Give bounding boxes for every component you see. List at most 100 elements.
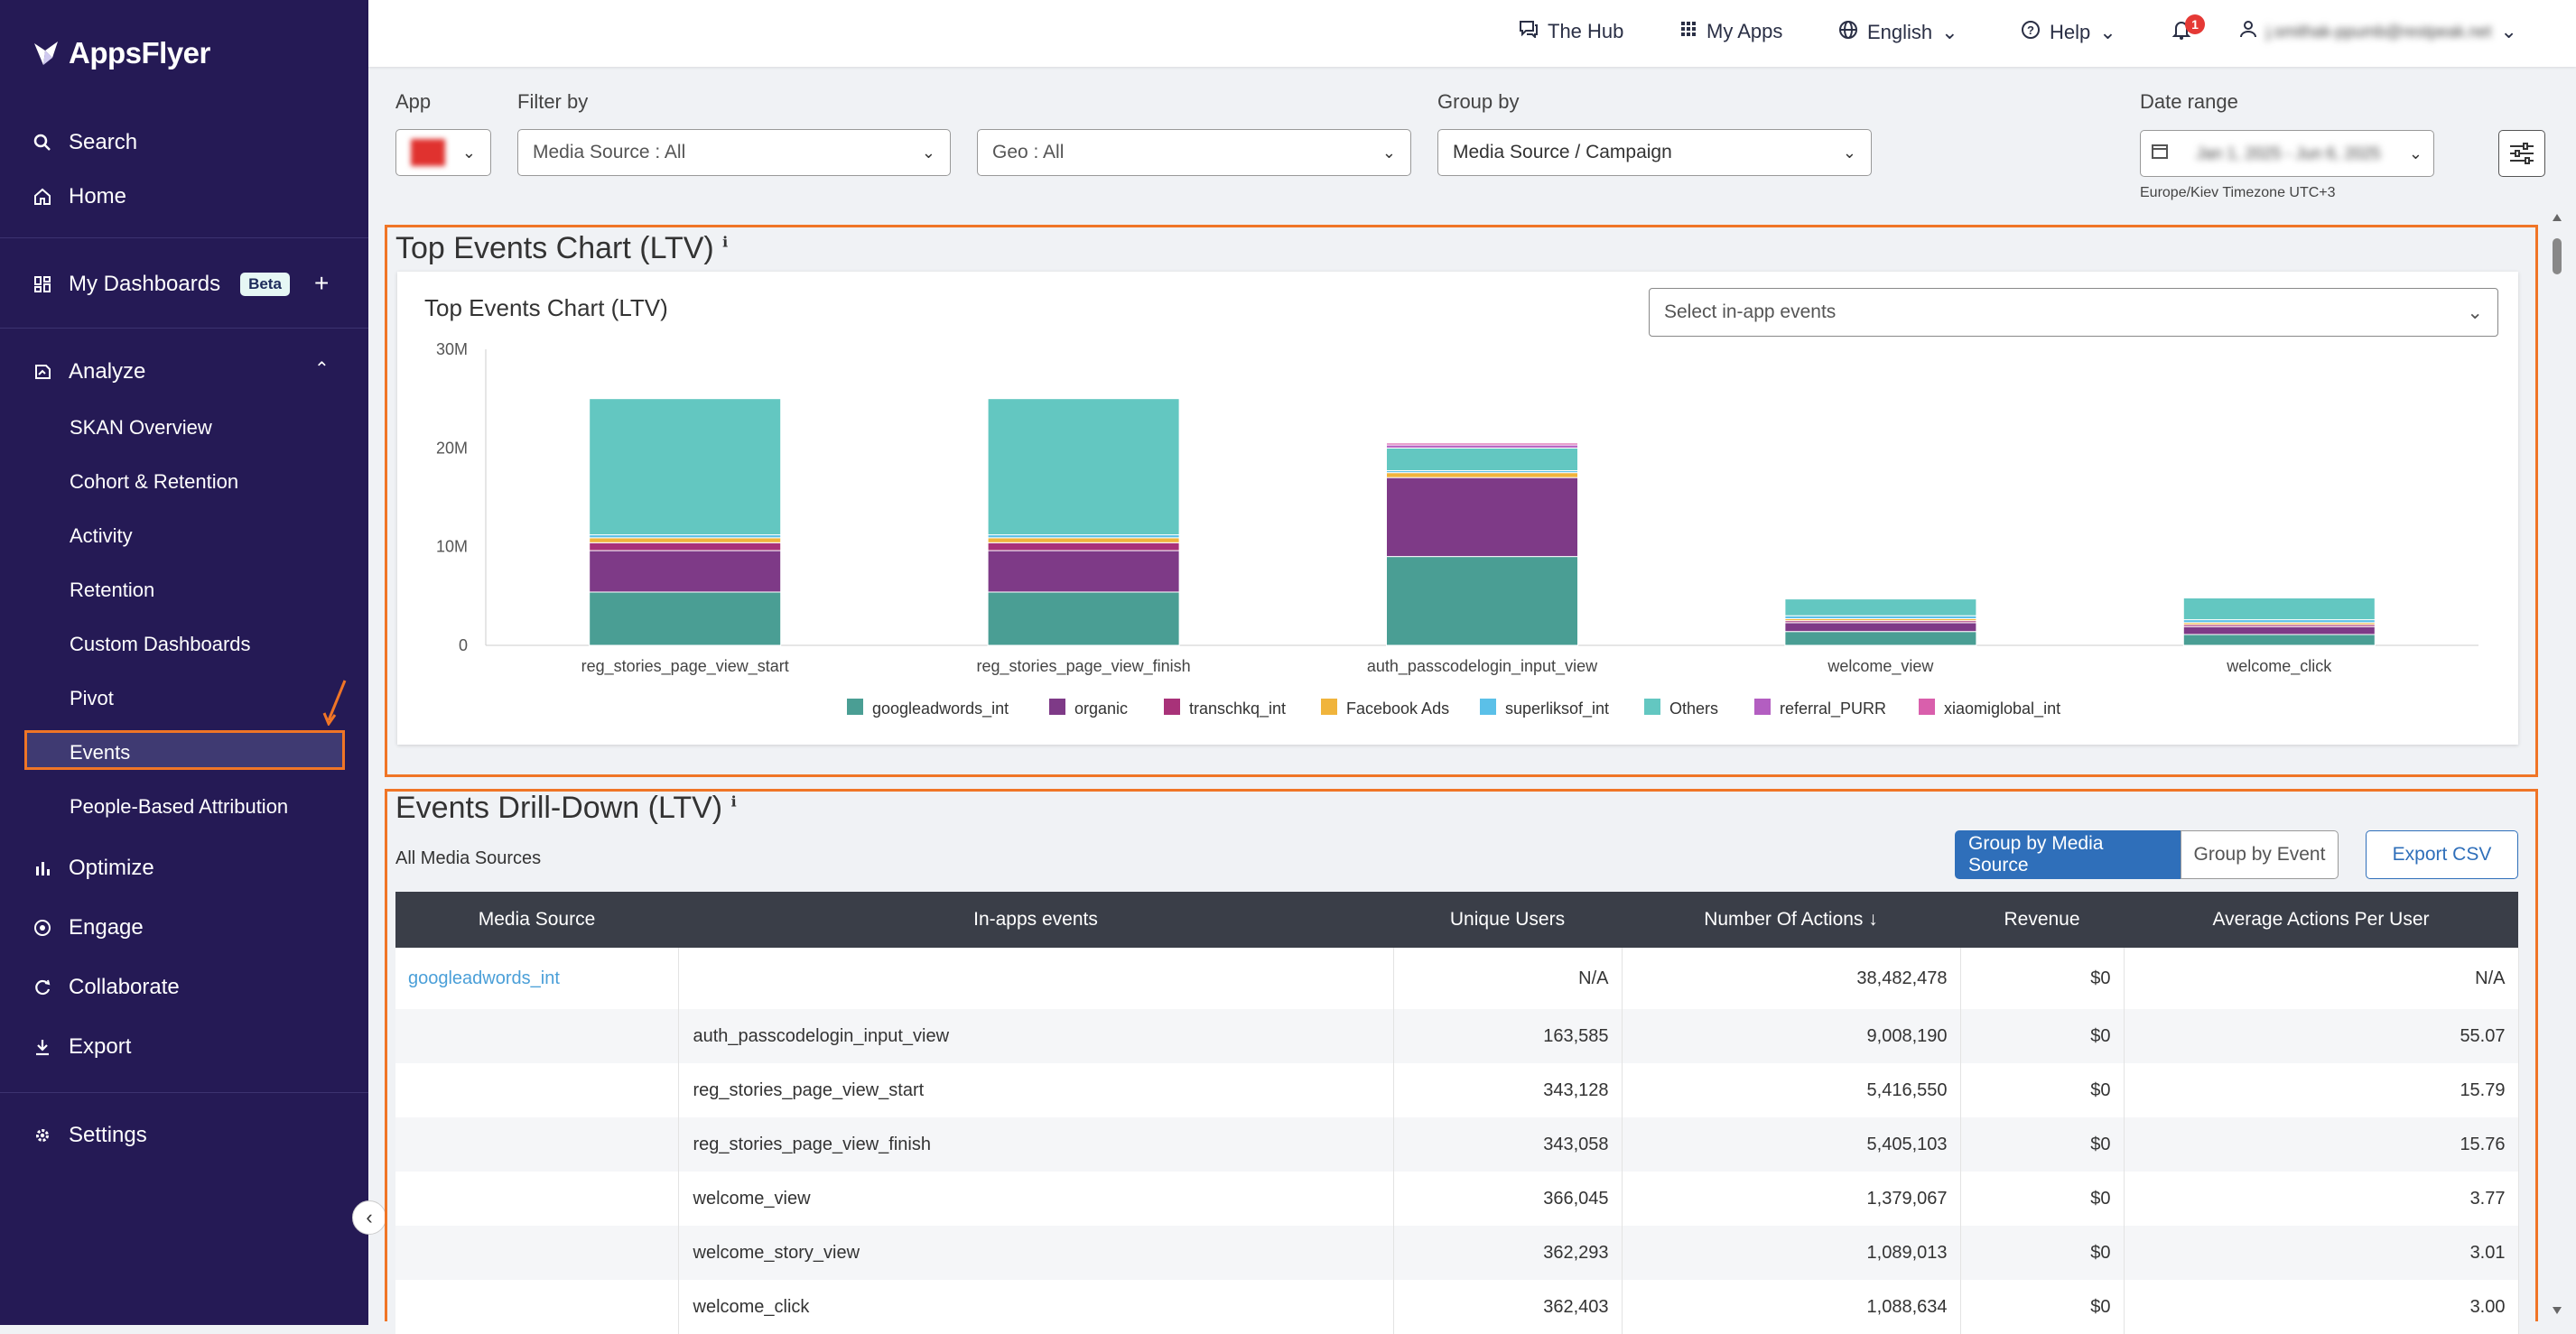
top-bar xyxy=(368,0,2576,67)
drilldown-section-title-text: Events Drill-Down (LTV) xyxy=(395,791,723,825)
notifications-button[interactable] xyxy=(2171,20,2191,45)
date-range-picker[interactable]: Jan 1, 2025 - Jun 6, 2025 ⌄ xyxy=(2140,130,2434,177)
nav-export[interactable]: Export xyxy=(33,1034,131,1060)
collapse-sidebar-button[interactable]: ‹ xyxy=(352,1200,386,1235)
filter-settings-button[interactable] xyxy=(2498,130,2545,177)
column-header[interactable]: Unique Users xyxy=(1393,892,1622,948)
column-header[interactable]: Revenue xyxy=(1960,892,2124,948)
nav-activity[interactable]: Activity xyxy=(70,524,133,547)
download-icon xyxy=(33,1037,52,1057)
table-cell: 38,482,478 xyxy=(1622,948,1961,1009)
chevron-down-icon: ⌄ xyxy=(461,143,476,162)
table-cell xyxy=(678,948,1394,1009)
column-header[interactable]: Media Source xyxy=(395,892,678,948)
column-header[interactable]: Number Of Actions ↓ xyxy=(1622,892,1960,948)
table-row: googleadwords_int N/A 38,482,478 $0 N/A xyxy=(395,948,2519,1009)
table-cell: 1,088,634 xyxy=(1622,1280,1961,1334)
table-cell: $0 xyxy=(1960,1172,2125,1226)
nav-skan-overview[interactable]: SKAN Overview xyxy=(70,416,212,439)
chevron-down-icon: ⌄ xyxy=(1842,143,1856,162)
bell-icon xyxy=(2171,20,2191,45)
table-cell: 1,379,067 xyxy=(1622,1172,1961,1226)
language-label: English xyxy=(1867,21,1933,43)
appsflyer-logo-icon xyxy=(34,42,58,65)
scrollbar-thumb[interactable] xyxy=(2553,238,2562,274)
nav-optimize[interactable]: Optimize xyxy=(33,856,154,881)
column-header[interactable]: In-apps events xyxy=(678,892,1393,948)
export-csv-button[interactable]: Export CSV xyxy=(2366,830,2518,879)
column-header[interactable]: Average Actions Per User xyxy=(2124,892,2518,948)
beta-badge: Beta xyxy=(240,273,290,296)
group-by-select[interactable]: Media Source / Campaign ⌄ xyxy=(1437,129,1872,176)
events-drilldown-table: Media Source In-apps events Unique Users… xyxy=(395,892,2519,1334)
nav-events[interactable]: Events xyxy=(70,741,131,764)
svg-text:?: ? xyxy=(2027,23,2034,37)
table-cell: welcome_view xyxy=(678,1172,1394,1226)
nav-optimize-label: Optimize xyxy=(69,856,154,880)
nav-analyze[interactable]: Analyze xyxy=(33,359,145,384)
table-cell: $0 xyxy=(1960,1226,2125,1280)
nav-analyze-label: Analyze xyxy=(69,359,146,384)
table-cell: 5,405,103 xyxy=(1622,1117,1961,1172)
nav-engage-label: Engage xyxy=(69,915,144,940)
help-label: Help xyxy=(2050,21,2091,43)
table-header-row: Media Source In-apps events Unique Users… xyxy=(395,892,2518,948)
dashboard-icon xyxy=(33,274,52,294)
table-cell: 362,293 xyxy=(1393,1226,1623,1280)
select-in-app-events-placeholder: Select in-app events xyxy=(1664,301,1837,322)
top-events-chart-card xyxy=(397,272,2518,745)
group-by-media-source-button[interactable]: Group by Media Source xyxy=(1955,830,2181,879)
nav-my-dashboards-label: My Dashboards xyxy=(69,272,221,296)
group-by-event-button[interactable]: Group by Event xyxy=(2181,830,2339,879)
nav-events-highlight[interactable] xyxy=(24,730,345,770)
chevron-down-icon: ⌄ xyxy=(2467,301,2483,323)
date-range-value: Jan 1, 2025 - Jun 6, 2025 xyxy=(2196,144,2381,162)
nav-collaborate[interactable]: Collaborate xyxy=(33,975,180,1000)
table-cell: 362,403 xyxy=(1393,1280,1623,1334)
media-source-link[interactable]: googleadwords_int xyxy=(395,948,679,1009)
table-cell: $0 xyxy=(1960,1009,2125,1063)
app-selector[interactable]: ⌄ xyxy=(395,129,491,176)
nav-home[interactable]: Home xyxy=(33,184,126,209)
table-cell xyxy=(395,1009,679,1063)
top-events-section-highlight xyxy=(385,225,2538,777)
my-apps-link[interactable]: My Apps xyxy=(1679,20,1782,43)
nav-my-dashboards[interactable]: My Dashboards Beta xyxy=(33,272,290,297)
appsflyer-logo[interactable]: AppsFlyer xyxy=(31,36,210,70)
info-icon[interactable]: ℹ xyxy=(722,235,729,251)
media-source-filter[interactable]: Media Source : All ⌄ xyxy=(517,129,951,176)
table-row: welcome_click 362,403 1,088,634 $0 3.00 xyxy=(395,1280,2519,1334)
brand-name: AppsFlyer xyxy=(69,36,210,69)
help-menu[interactable]: ? Help ⌄ xyxy=(2021,20,2116,45)
nav-pivot[interactable]: Pivot xyxy=(70,687,114,709)
media-source-filter-value: Media Source : All xyxy=(533,142,686,162)
nav-search[interactable]: Search xyxy=(33,130,137,155)
page-scrollbar[interactable] xyxy=(2552,212,2562,1318)
table-cell: N/A xyxy=(1393,948,1623,1009)
user-email: j.smithak-ppumb@restpeak.net xyxy=(2266,22,2492,41)
nav-custom-dashboards[interactable]: Custom Dashboards xyxy=(70,633,251,655)
search-icon xyxy=(33,133,52,153)
language-selector[interactable]: English ⌄ xyxy=(1838,20,1958,45)
table-cell: 55.07 xyxy=(2124,1009,2519,1063)
all-media-sources-label: All Media Sources xyxy=(395,848,542,868)
table-row: auth_passcodelogin_input_view 163,585 9,… xyxy=(395,1009,2519,1063)
the-hub-link[interactable]: The Hub xyxy=(1519,20,1623,43)
table-cell: 1,089,013 xyxy=(1622,1226,1961,1280)
info-icon[interactable]: ℹ xyxy=(730,794,737,811)
nav-people-based-attribution[interactable]: People-Based Attribution xyxy=(70,795,289,818)
user-menu[interactable]: j.smithak-ppumb@restpeak.net ⌄ xyxy=(2239,20,2517,43)
nav-engage[interactable]: Engage xyxy=(33,915,144,940)
table-cell: $0 xyxy=(1960,1280,2125,1334)
table-cell: 15.79 xyxy=(2124,1063,2519,1117)
add-dashboard-icon[interactable]: + xyxy=(314,269,330,297)
chevron-up-icon[interactable]: ⌃ xyxy=(314,359,330,379)
nav-cohort-retention[interactable]: Cohort & Retention xyxy=(70,470,239,493)
the-hub-label: The Hub xyxy=(1548,20,1624,42)
gear-icon xyxy=(33,1126,52,1145)
geo-filter[interactable]: Geo : All ⌄ xyxy=(977,129,1411,176)
table-cell: 366,045 xyxy=(1393,1172,1623,1226)
nav-retention[interactable]: Retention xyxy=(70,579,155,601)
nav-settings[interactable]: Settings xyxy=(33,1123,147,1148)
select-in-app-events[interactable]: Select in-app events ⌄ xyxy=(1649,288,2498,337)
